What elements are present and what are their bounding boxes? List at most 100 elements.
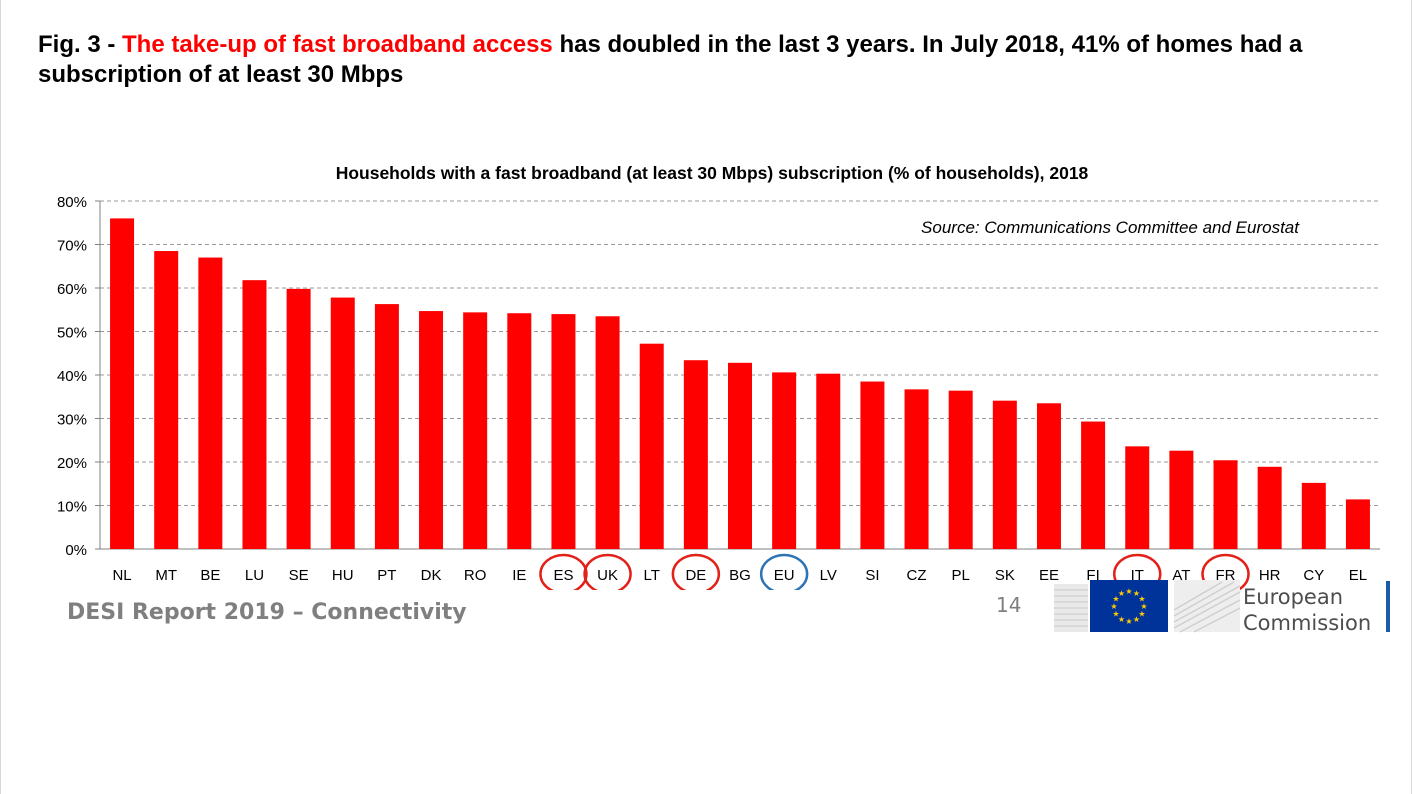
- eu-star: ★: [1125, 617, 1132, 626]
- report-footer: DESI Report 2019 – Connectivity: [67, 600, 467, 625]
- y-tick-label: 10%: [57, 499, 87, 516]
- bar-pt: [374, 304, 399, 549]
- eu-stars: ★ ★★★★★★★★★★★: [1110, 587, 1147, 626]
- eu-star: ★: [1125, 587, 1132, 596]
- x-tick-label: DK: [421, 567, 442, 584]
- bar-es: [551, 314, 576, 549]
- x-tick-label: MT: [155, 567, 177, 584]
- page-number: 14: [996, 593, 1022, 617]
- bar-ro: [463, 312, 488, 549]
- headline-highlight: The take-up of fast broadband access: [122, 31, 553, 58]
- bar-lv: [816, 373, 841, 549]
- bar-bg: [728, 362, 752, 549]
- bar-hu: [330, 297, 355, 549]
- x-tick-label: AT: [1172, 567, 1190, 584]
- x-tick-label: CY: [1303, 567, 1324, 584]
- bar-uk: [595, 316, 620, 549]
- bar-pl: [948, 390, 973, 549]
- bar-ie: [507, 313, 532, 549]
- x-tick-label: BE: [200, 567, 220, 584]
- x-tick-label: RO: [464, 567, 487, 584]
- y-tick-label: 50%: [57, 325, 87, 342]
- x-tick-label: UK: [597, 567, 618, 584]
- bar-ee: [1036, 403, 1061, 549]
- highlight-circle-fr: [1201, 553, 1250, 590]
- x-tick-label: FI: [1086, 567, 1099, 584]
- eu-star: ★: [1112, 610, 1119, 619]
- x-tick-label: SK: [995, 567, 1015, 584]
- x-tick-label: SI: [865, 567, 879, 584]
- x-tick-label: HU: [332, 567, 354, 584]
- slide-border-right: [1411, 0, 1412, 794]
- building-lines-right: [1173, 580, 1241, 633]
- bar-se: [286, 288, 311, 549]
- bar-dk: [419, 311, 444, 549]
- y-tick-label: 80%: [57, 194, 87, 211]
- eu-star: ★: [1133, 589, 1140, 598]
- bar-lt: [639, 343, 664, 549]
- x-tick-label: HR: [1259, 567, 1281, 584]
- x-tick-label: PT: [377, 567, 396, 584]
- x-axis-ticks: NL MT BE LU SE HU PT DK RO IE ES UK LT DE BG EU LV SI CZ PL…: [112, 567, 1367, 584]
- x-tick-label: EE: [1039, 567, 1059, 584]
- x-tick-label: SE: [289, 567, 309, 584]
- org-line-1: European: [1243, 585, 1344, 609]
- eu-flag-icon: [1090, 580, 1168, 632]
- bar-sk: [992, 400, 1017, 549]
- x-tick-label: IT: [1131, 567, 1144, 584]
- x-tick-label: CZ: [907, 567, 927, 584]
- bar-eu: [772, 372, 797, 549]
- y-tick-label: 40%: [57, 368, 87, 385]
- bar-de: [683, 360, 708, 549]
- chart-title: Households with a fast broadband (at lea…: [336, 163, 1089, 183]
- bar-at: [1169, 450, 1194, 549]
- european-commission-wordmark: European Commission: [1243, 584, 1371, 636]
- bar-it: [1125, 446, 1150, 549]
- x-tick-label: DE: [685, 567, 706, 584]
- bar-lu: [242, 280, 267, 549]
- x-tick-label: EL: [1349, 567, 1367, 584]
- highlight-circle-es: [539, 553, 588, 590]
- bar-chart: Households with a fast broadband (at lea…: [57, 163, 1380, 590]
- y-tick-label: 60%: [57, 281, 87, 298]
- org-line-2: Commission: [1243, 611, 1372, 635]
- highlight-circle-eu: [759, 553, 809, 590]
- x-tick-label: PL: [952, 567, 970, 584]
- bar-nl: [110, 218, 135, 549]
- bars: [110, 218, 1370, 549]
- bar-be: [198, 257, 223, 549]
- bar-fr: [1213, 460, 1238, 549]
- bar-el: [1345, 499, 1370, 549]
- eu-star: ★: [1118, 615, 1125, 624]
- bar-si: [860, 381, 885, 549]
- bar-cy: [1301, 482, 1326, 549]
- x-tick-label: NL: [112, 567, 131, 584]
- bar-cz: [904, 389, 929, 549]
- highlight-circle-de: [671, 553, 721, 590]
- highlight-circles: [539, 553, 1250, 590]
- eu-star: ★: [1133, 615, 1140, 624]
- slide-border-left: [0, 0, 1, 794]
- highlight-circle-uk: [583, 553, 632, 590]
- eu-star: ★: [1118, 589, 1125, 598]
- eu-star: ★: [1138, 595, 1145, 604]
- x-tick-label: FR: [1216, 567, 1236, 584]
- eu-star: ★: [1112, 595, 1119, 604]
- european-commission-logo: ★ ★★★★★★★★★★★: [1054, 580, 1241, 633]
- headline-rest: has doubled in the last 3 years. In July…: [38, 31, 1303, 88]
- building-lines-left: [1054, 584, 1088, 632]
- bar-fi: [1081, 421, 1106, 549]
- x-tick-label: EU: [774, 567, 795, 584]
- ec-accent-bar: [1386, 581, 1390, 632]
- eu-star: ★: [1110, 602, 1117, 611]
- eu-star: ★: [1138, 610, 1145, 619]
- x-tick-label: LT: [644, 567, 660, 584]
- highlight-circle-it: [1112, 553, 1162, 590]
- bar-mt: [154, 251, 179, 549]
- y-tick-label: 70%: [57, 238, 87, 255]
- x-tick-label: BG: [729, 567, 751, 584]
- chart-source-annotation: Source: Communications Committee and Eur…: [921, 218, 1300, 237]
- x-tick-label: LV: [820, 567, 837, 584]
- y-tick-label: 20%: [57, 455, 87, 472]
- x-tick-label: IE: [512, 567, 526, 584]
